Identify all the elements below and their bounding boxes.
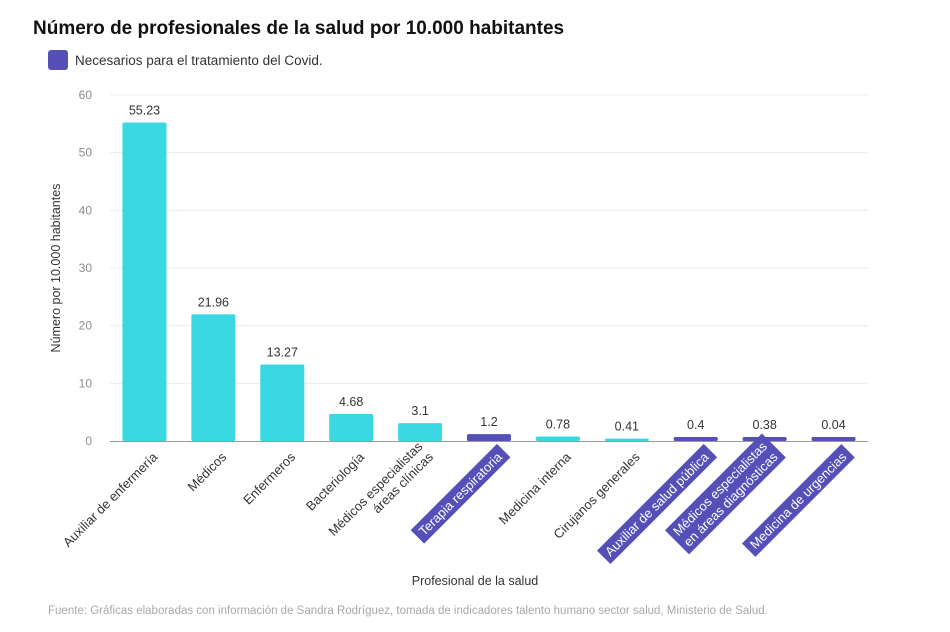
y-axis-title: Número por 10.000 habitantes bbox=[49, 184, 63, 353]
x-axis-categories: Auxiliar de enfermería Médicos Enfermeros B… bbox=[60, 433, 855, 565]
y-tick-label: 10 bbox=[79, 376, 93, 390]
bar[interactable] bbox=[329, 414, 374, 441]
x-tick-label: Médicos bbox=[184, 449, 229, 494]
y-tick-label: 40 bbox=[79, 203, 93, 217]
data-label: 0.38 bbox=[752, 418, 776, 432]
y-tick-label: 60 bbox=[79, 88, 93, 102]
data-label: 13.27 bbox=[267, 345, 298, 359]
legend-label: Necesarios para el tratamiento del Covid… bbox=[75, 52, 323, 68]
data-label: 55.23 bbox=[129, 104, 160, 118]
x-tick-label: Enfermeros bbox=[240, 449, 298, 507]
bar[interactable] bbox=[122, 122, 167, 441]
y-axis-ticks: 0 10 20 30 40 50 60 bbox=[79, 88, 93, 448]
data-label: 3.1 bbox=[411, 404, 428, 418]
bars bbox=[122, 122, 856, 441]
gridlines bbox=[110, 94, 868, 384]
data-label: 0.41 bbox=[615, 420, 639, 434]
source-note: Fuente: Gráficas elaboradas con informac… bbox=[48, 605, 768, 617]
value-labels: 55.23 21.96 13.27 4.68 3.1 1.2 0.78 0.41 0.4 0.38… bbox=[129, 104, 846, 434]
bar[interactable] bbox=[604, 438, 649, 441]
y-tick-label: 20 bbox=[79, 319, 93, 333]
data-label: 4.68 bbox=[339, 395, 363, 409]
x-tick-label: Auxiliar de enfermería bbox=[60, 449, 161, 550]
bar-chart: 0 10 20 30 40 50 60 55.23 21.96 13.27 4.68 3.1 1.2 0… bbox=[49, 88, 868, 588]
data-label: 1.2 bbox=[480, 415, 497, 429]
y-tick-label: 0 bbox=[85, 434, 92, 448]
x-tick-label-highlight bbox=[596, 443, 718, 565]
x-tick-label-text: Medicina interna bbox=[496, 449, 575, 528]
x-tick-label-text: Auxiliar de enfermería bbox=[60, 449, 161, 550]
bar[interactable] bbox=[535, 436, 580, 441]
x-tick-label-text: Médicos bbox=[184, 449, 229, 494]
bar[interactable] bbox=[260, 364, 305, 441]
data-label: 21.96 bbox=[198, 295, 229, 309]
bar[interactable] bbox=[467, 434, 511, 441]
bar[interactable] bbox=[811, 437, 856, 441]
y-tick-label: 30 bbox=[79, 261, 93, 275]
legend-swatch bbox=[48, 50, 68, 70]
chart-title: Número de profesionales de la salud por … bbox=[33, 18, 565, 39]
bar[interactable] bbox=[191, 314, 236, 441]
x-tick-label-highlight bbox=[664, 433, 786, 555]
legend: Necesarios para el tratamiento del Covid… bbox=[48, 50, 323, 70]
data-label: 0.4 bbox=[687, 418, 704, 432]
bar[interactable] bbox=[398, 423, 443, 441]
x-tick-label-highlight bbox=[741, 444, 855, 557]
y-tick-label: 50 bbox=[79, 146, 93, 160]
x-tick-label-highlight bbox=[410, 443, 511, 544]
x-tick-label: Medicina interna bbox=[496, 449, 575, 528]
x-tick-label-text: Enfermeros bbox=[240, 449, 298, 507]
bar[interactable] bbox=[673, 437, 718, 441]
data-label: 0.78 bbox=[546, 418, 570, 432]
x-axis-title: Profesional de la salud bbox=[412, 574, 539, 588]
data-label: 0.04 bbox=[821, 418, 845, 432]
